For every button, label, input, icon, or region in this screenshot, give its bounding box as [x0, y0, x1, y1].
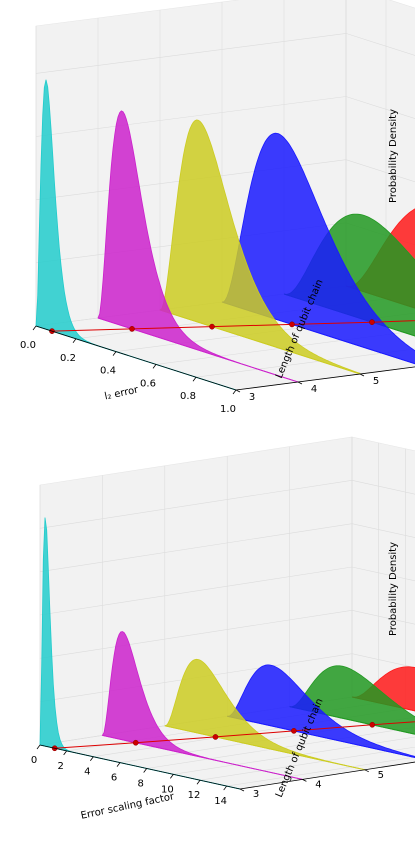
y-tick-mark [364, 769, 369, 773]
x-tick-label: 10 [161, 784, 174, 795]
z-axis-label: Probability Density [388, 109, 399, 203]
y-tick-label: 3 [253, 789, 259, 800]
series-baseline-6 [227, 715, 415, 759]
x-tick-label: 0.6 [140, 378, 156, 389]
x-tick-mark [223, 785, 227, 791]
x-tick-mark [32, 325, 37, 331]
x-tick-label: 0.8 [180, 391, 196, 402]
series-baseline-5 [164, 725, 365, 771]
mean-line [54, 721, 415, 749]
grid-line-x [115, 312, 415, 352]
grid-line-z [35, 96, 415, 137]
x-tick-mark [63, 750, 67, 756]
mean-point [289, 321, 295, 328]
grid-line-x [119, 716, 415, 763]
chart-error-scaling: 024681012143456780.00.10.20.30.40.5Error… [31, 436, 415, 822]
grid-line-x [155, 330, 415, 365]
series-baseline-5 [159, 309, 361, 375]
x-tick-mark [143, 768, 147, 773]
mean-point [291, 728, 297, 734]
x-tick-mark [170, 774, 174, 779]
x-tick-mark [90, 756, 94, 761]
mean-point [129, 326, 135, 332]
x-tick-label: 4 [84, 767, 90, 778]
y-tick-label: 4 [311, 384, 317, 395]
mean-line [51, 320, 415, 332]
x-tick-label: 12 [188, 790, 201, 801]
series-group [39, 517, 415, 790]
y-tick-label: 3 [249, 392, 255, 403]
mean-point [132, 739, 139, 746]
y-tick-mark [239, 788, 245, 792]
series-area-5 [159, 119, 361, 375]
x-tick-mark [112, 351, 117, 356]
x-axis-label: Error scaling factor [80, 791, 176, 822]
axis-lines [35, 325, 415, 391]
x-tick-label: 14 [214, 796, 227, 807]
z-axis-label: Probability Density [388, 542, 399, 636]
grid-line-z [39, 523, 415, 572]
tick-labels: 0.00.20.40.60.81.034567802468 [20, 325, 379, 415]
y-tick-mark [235, 389, 241, 393]
y-axis-line [239, 761, 415, 790]
x-tick-label: 2 [57, 761, 63, 772]
series-area-6 [221, 132, 415, 365]
x-tick-label: 8 [137, 778, 143, 789]
grid-line-x [173, 736, 415, 775]
grid-line-x [146, 726, 415, 769]
x-tick-mark [192, 376, 197, 382]
x-tick-label: 0.0 [20, 340, 36, 351]
y-tick-mark [359, 373, 365, 377]
x-axis-label: l₂ error [104, 384, 141, 402]
grid-line-x [226, 756, 415, 787]
grid-line-z [39, 653, 415, 702]
mean-point [369, 319, 375, 326]
mean-point [212, 734, 219, 740]
y-tick-label: 4 [315, 779, 321, 790]
grid-line-x [195, 348, 415, 378]
axis-lines [39, 744, 415, 790]
grid-line-z [39, 609, 415, 659]
y-tick-label: 5 [378, 770, 384, 781]
mean-point [369, 721, 376, 728]
x-tick-mark [72, 338, 77, 344]
x-axis-line [35, 325, 237, 391]
mean-markers [49, 319, 415, 334]
grid-line-z [39, 566, 415, 616]
x-tick-mark [36, 744, 41, 750]
y-tick-mark [297, 381, 303, 385]
y-tick-mark [302, 779, 307, 782]
series-group [35, 79, 415, 391]
mean-point [209, 323, 215, 330]
chart-l2-error: 0.00.20.40.60.81.034567802468l₂ errorLen… [20, 0, 415, 415]
tick-labels: 024681012143456780.00.10.20.30.40.5 [31, 744, 384, 807]
x-tick-mark [152, 364, 157, 369]
y-tick-label: 5 [373, 376, 379, 387]
x-tick-mark [196, 779, 201, 785]
x-tick-label: 0 [31, 755, 37, 766]
x-tick-mark [232, 389, 237, 395]
series-area-6 [227, 664, 415, 758]
grid-line-x [199, 746, 415, 781]
x-tick-label: 0.4 [100, 366, 116, 377]
x-tick-mark [116, 762, 121, 767]
grid-line-z [39, 479, 415, 529]
x-tick-label: 6 [111, 773, 117, 784]
x-tick-label: 0.2 [60, 353, 76, 364]
y-axis-line [235, 366, 415, 391]
series-area-7 [289, 665, 415, 735]
mean-markers [51, 721, 415, 752]
grid-line-z [35, 33, 415, 74]
x-axis-line [39, 744, 241, 790]
x-tick-label: 1.0 [220, 404, 236, 415]
